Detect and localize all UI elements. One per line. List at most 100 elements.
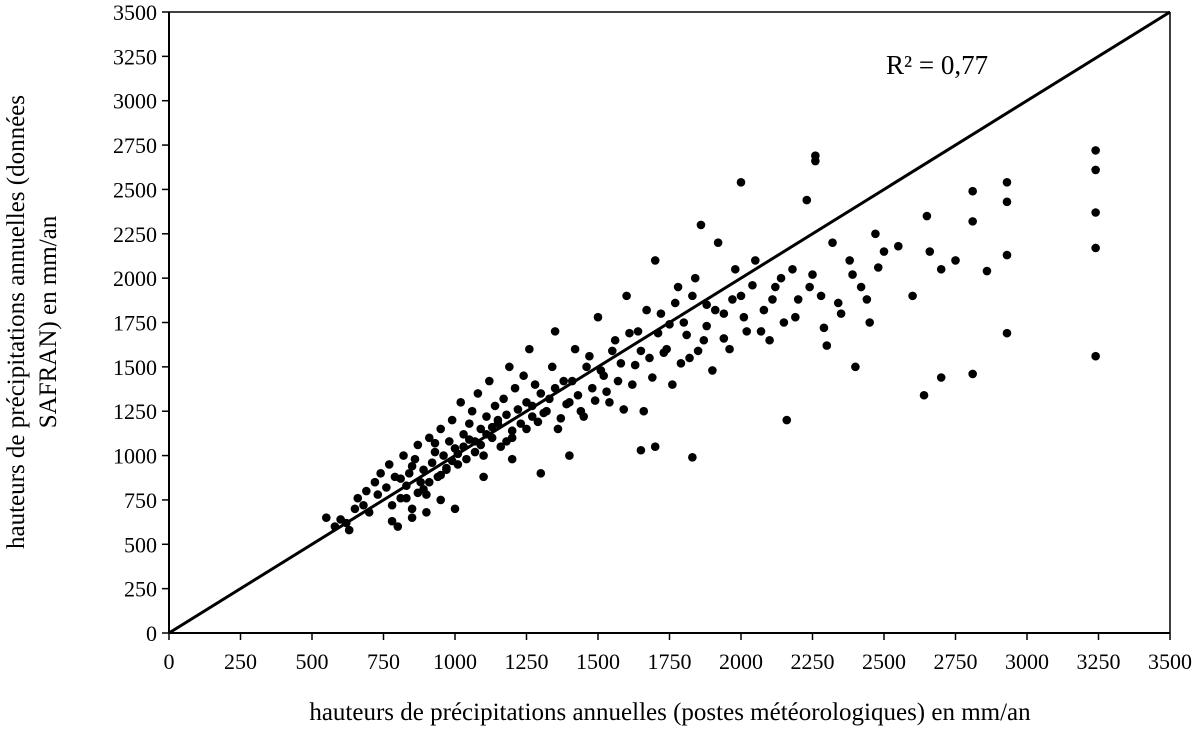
data-point [856,282,866,292]
x-tick-label: 3250 [1077,649,1121,674]
data-point [968,217,977,226]
data-point [845,256,854,265]
data-point [459,429,468,439]
data-point [559,376,568,386]
data-point [382,483,391,492]
data-point [633,327,643,336]
data-point [562,399,571,409]
data-point [547,362,557,372]
data-point [982,266,992,276]
r-squared-annotation: R² = 0,77 [886,50,988,80]
data-point [610,335,620,345]
data-point [736,291,746,301]
data-point [779,318,789,327]
x-tick-label: 750 [367,649,400,674]
data-point [550,327,560,336]
data-point [771,282,780,292]
data-point [507,454,517,464]
data-point [565,451,574,460]
data-point [424,477,434,487]
data-point [465,435,474,444]
y-tick-label: 2500 [113,177,157,202]
data-point [387,500,397,510]
data-point [648,373,657,382]
y-tick-label: 1250 [113,399,157,424]
data-point [487,422,497,432]
y-tick-label: 3250 [113,44,157,69]
data-point [602,387,611,396]
data-point [490,401,500,411]
data-point [919,390,929,400]
data-point [442,463,451,473]
data-point [871,229,880,239]
data-point [822,341,832,350]
data-point [436,495,446,505]
x-tick-label: 1000 [433,649,477,674]
data-point [782,415,792,425]
data-point [968,369,977,379]
data-point [522,424,531,434]
data-points [322,146,1100,535]
data-point [525,344,534,354]
data-point [788,264,797,274]
data-point [776,273,786,283]
data-point [430,438,440,448]
data-point [516,419,526,428]
data-point [404,469,414,478]
data-point [873,263,883,272]
data-point [816,291,826,301]
data-point [613,376,623,386]
data-point [419,465,428,475]
data-point [499,394,508,404]
data-point [670,298,680,308]
x-axis-title: hauteurs de précipitations annuelles (po… [309,699,1031,726]
data-point [676,359,686,368]
data-point [690,273,700,283]
y-tick-label: 1000 [113,444,157,469]
data-point [673,282,683,292]
x-tick-label: 0 [164,649,175,674]
data-point [570,344,580,354]
data-point [447,415,457,425]
data-point [1002,197,1012,207]
data-point [936,264,946,274]
y-tick-label: 750 [124,488,157,513]
data-point [811,156,820,166]
data-point [536,389,546,398]
data-point [427,458,437,467]
data-point [533,417,543,427]
data-point [628,380,637,389]
data-point [1091,208,1100,217]
data-point [619,405,629,414]
data-point [416,477,425,487]
data-point [444,437,454,446]
y-axis-title-line1: hauteurs de précipitations annuelles (do… [3,95,30,549]
data-point [1002,178,1012,187]
data-point [585,351,594,361]
data-point [625,328,634,338]
data-point [765,335,774,345]
data-point [668,380,677,389]
data-point [1091,351,1100,361]
data-point [682,330,691,340]
data-point [476,424,486,434]
data-point [710,305,720,315]
data-point [819,323,829,333]
data-point [802,195,812,205]
x-tick-label: 250 [224,649,257,674]
data-point [656,309,666,318]
data-point [759,305,769,315]
data-point [465,419,474,428]
data-point [530,380,540,389]
data-point [719,334,729,343]
data-point [376,469,385,478]
y-tick-label: 1500 [113,355,157,380]
data-point [407,461,417,471]
data-point [502,437,511,446]
y-tick-label: 250 [124,577,157,602]
data-point [496,442,506,452]
data-point [828,238,837,247]
data-point [879,247,889,256]
data-point [407,513,417,522]
data-point [791,312,800,322]
